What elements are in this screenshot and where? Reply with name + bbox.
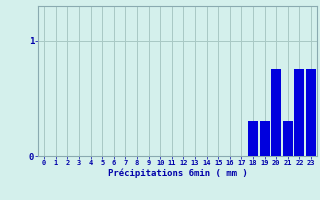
Bar — [294, 69, 304, 156]
Bar — [306, 69, 316, 156]
Bar — [248, 121, 258, 156]
Bar — [283, 121, 293, 156]
Bar — [271, 69, 281, 156]
Bar — [260, 121, 269, 156]
X-axis label: Précipitations 6min ( mm ): Précipitations 6min ( mm ) — [108, 169, 247, 178]
